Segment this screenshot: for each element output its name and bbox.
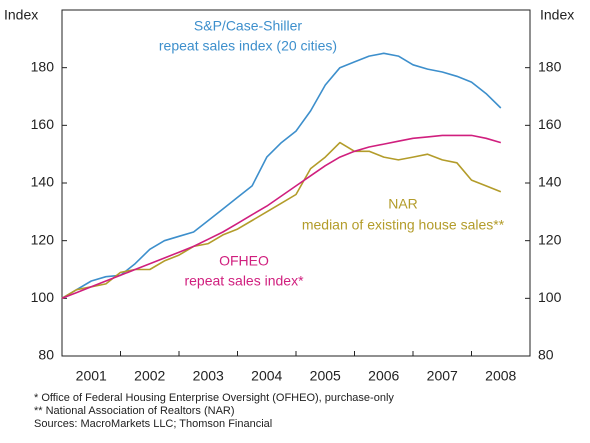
y2-tick-label: 80	[538, 347, 554, 363]
y2-tick-label: 120	[538, 231, 562, 247]
x-tick-label: 2007	[427, 368, 458, 384]
plot-frame	[61, 9, 531, 357]
x-tick-label: 2002	[134, 368, 165, 384]
x-tick-label: 2008	[485, 368, 516, 384]
x-tick-label: 2004	[251, 368, 282, 384]
footnote: ** National Association of Realtors (NAR…	[34, 405, 235, 417]
series-line	[61, 52, 502, 299]
series-line	[61, 134, 502, 300]
y2-tick-label: 180	[538, 58, 562, 74]
series-label: NAR	[388, 196, 418, 212]
y-tick-label: 160	[31, 116, 55, 132]
y-tick-label: 180	[31, 58, 55, 74]
footnote: Sources: MacroMarkets LLC; Thomson Finan…	[34, 418, 272, 430]
series-description: median of existing house sales**	[302, 217, 505, 233]
y-tick-label: 100	[31, 289, 55, 305]
series-description: repeat sales index (20 cities)	[159, 38, 337, 54]
x-tick-label: 2005	[310, 368, 341, 384]
series-description: repeat sales index*	[184, 273, 304, 289]
footnote: * Office of Federal Housing Enterprise O…	[34, 392, 394, 404]
y-axis-label: Index	[4, 7, 38, 23]
y2-tick-label: 160	[538, 116, 562, 132]
x-tick-label: 2006	[368, 368, 399, 384]
y2-tick-label: 100	[538, 289, 562, 305]
x-tick-label: 2003	[193, 368, 224, 384]
y-tick-label: 80	[38, 347, 54, 363]
x-tick-label: 2001	[76, 368, 107, 384]
y-tick-label: 140	[31, 174, 55, 190]
series-label: OFHEO	[219, 253, 269, 269]
y2-tick-label: 140	[538, 174, 562, 190]
series-label: S&P/Case-Shiller	[194, 18, 302, 34]
y-tick-label: 120	[31, 231, 55, 247]
y2-axis-label: Index	[540, 7, 574, 23]
